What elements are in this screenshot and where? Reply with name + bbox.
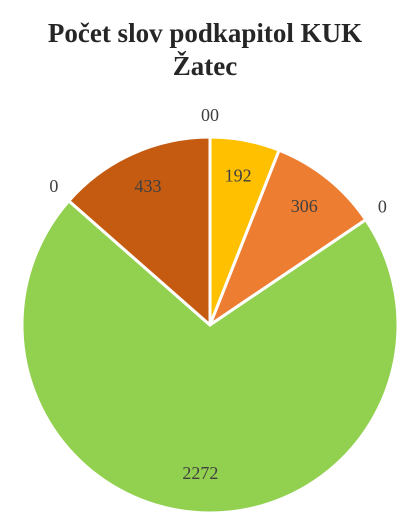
data-label: 0 xyxy=(378,197,387,217)
data-label: 192 xyxy=(225,165,252,185)
chart-title: Počet slov podkapitol KUK xyxy=(48,18,362,48)
pie-slice xyxy=(67,135,212,327)
chart-title: Žatec xyxy=(173,51,237,81)
data-label: 433 xyxy=(135,176,162,196)
data-label: 2272 xyxy=(182,463,218,483)
data-label: 306 xyxy=(291,196,318,216)
data-label: 0 xyxy=(201,105,210,125)
data-label: 0 xyxy=(210,105,219,125)
pie-slice xyxy=(208,148,368,327)
data-label: 0 xyxy=(49,176,58,196)
